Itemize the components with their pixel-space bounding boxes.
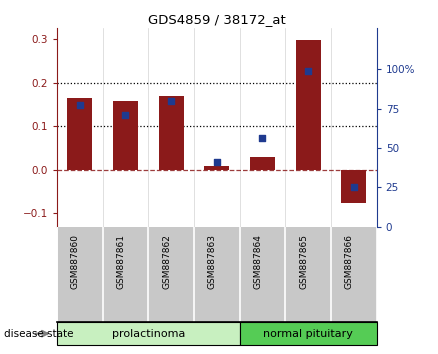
Text: GSM887861: GSM887861 [117, 234, 125, 289]
Bar [240, 322, 377, 345]
Point [76, 103, 83, 108]
Text: disease state: disease state [4, 329, 74, 339]
Text: normal pituitary: normal pituitary [263, 329, 353, 339]
Bar [113, 101, 138, 170]
Text: GSM887866: GSM887866 [345, 234, 354, 289]
Bar [67, 98, 92, 170]
Title: GDS4859 / 38172_at: GDS4859 / 38172_at [148, 13, 286, 26]
Text: GSM887863: GSM887863 [208, 234, 217, 289]
Point [213, 159, 220, 165]
Bar [204, 166, 230, 170]
Point [259, 136, 266, 141]
Point [168, 98, 175, 103]
Text: GSM887862: GSM887862 [162, 234, 171, 289]
Point [350, 184, 357, 190]
Bar [296, 40, 321, 170]
Text: GSM887860: GSM887860 [71, 234, 80, 289]
Text: GSM887864: GSM887864 [254, 234, 262, 289]
Bar [250, 157, 275, 170]
Text: GSM887865: GSM887865 [299, 234, 308, 289]
Point [305, 68, 312, 74]
Bar [159, 96, 184, 170]
Point [122, 112, 129, 118]
Bar [57, 322, 240, 345]
Text: prolactinoma: prolactinoma [112, 329, 185, 339]
Bar [341, 170, 367, 202]
